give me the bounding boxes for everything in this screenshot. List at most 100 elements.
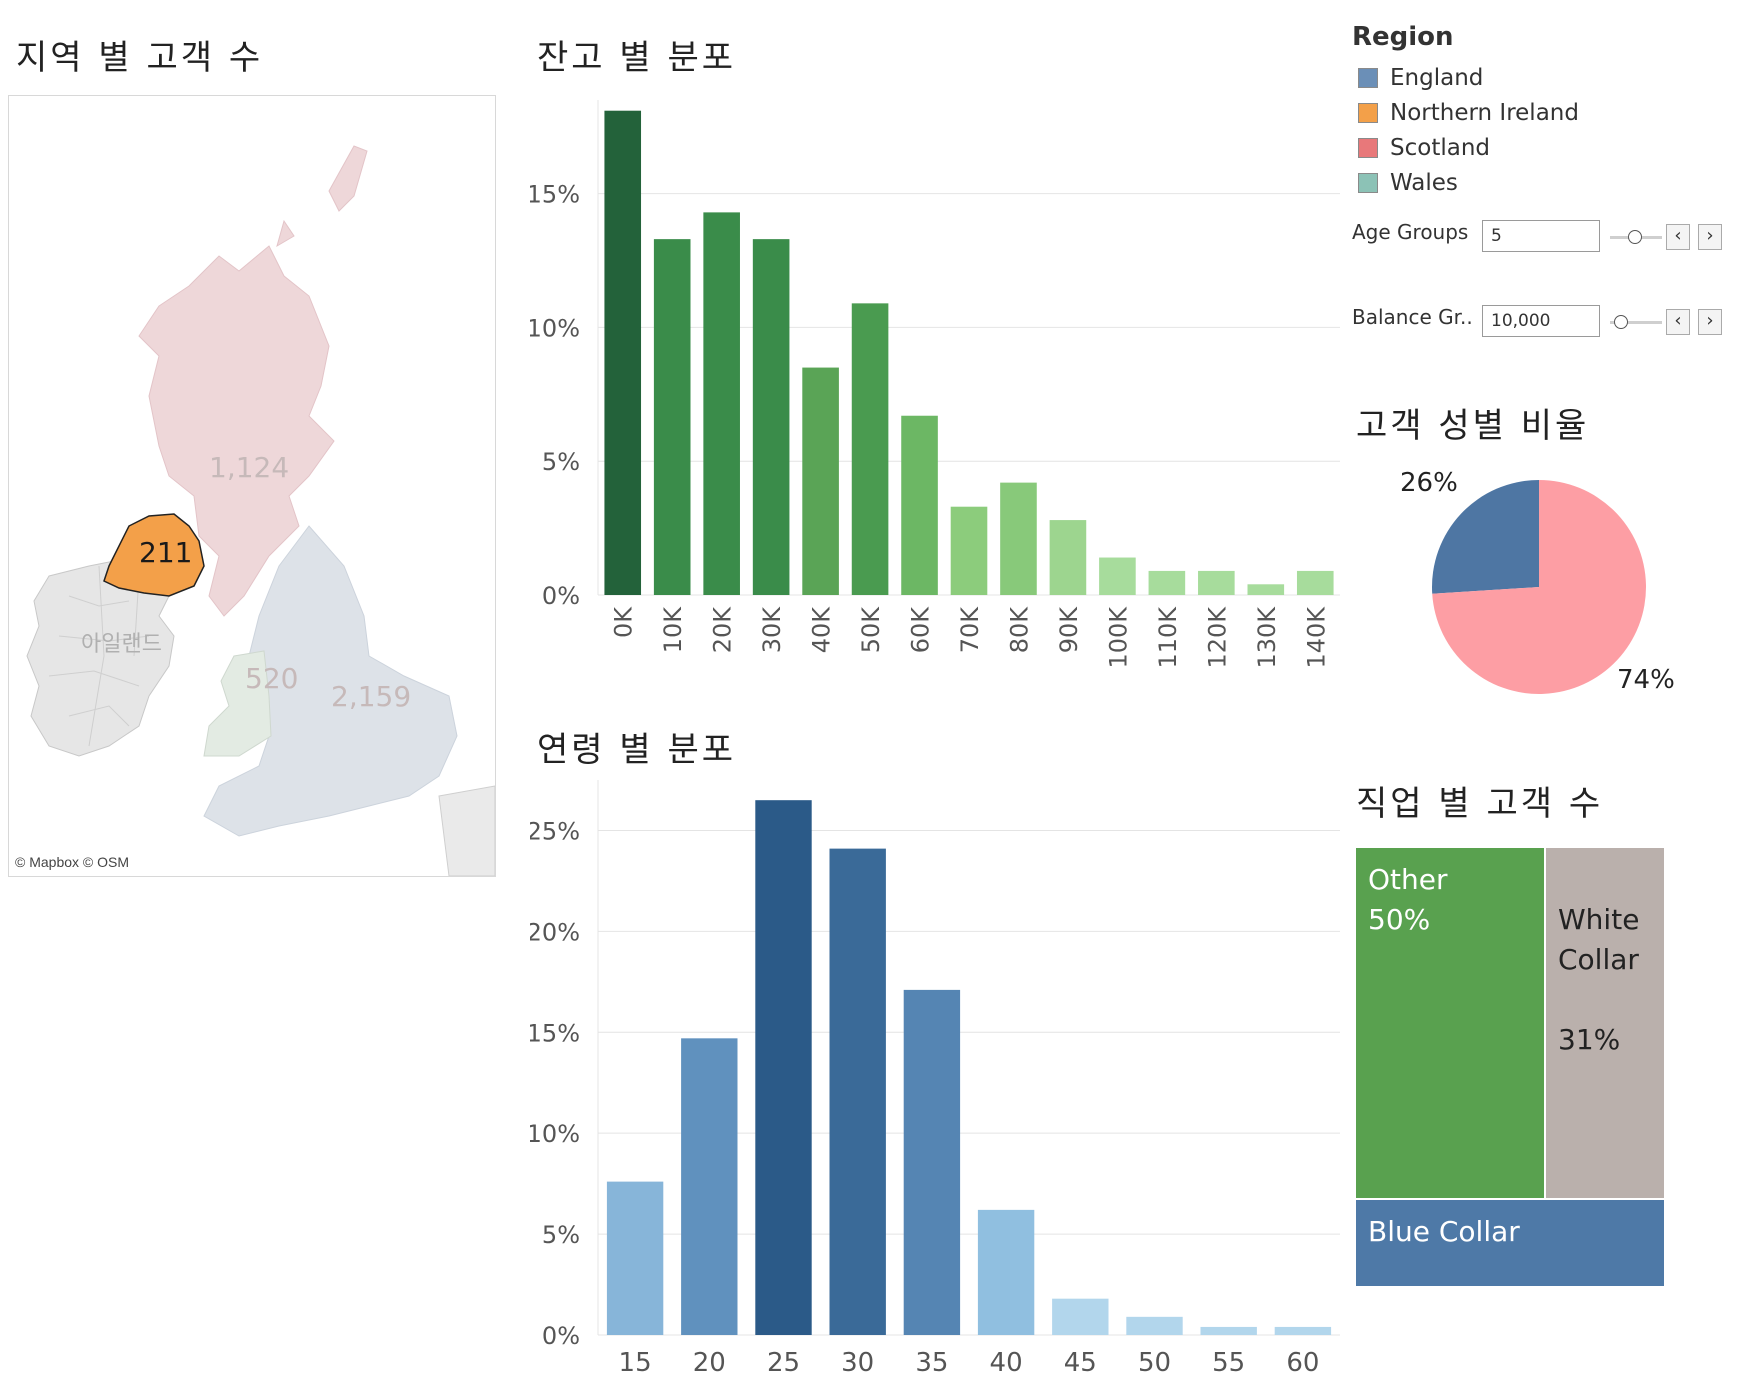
legend-item-scotland[interactable]: Scotland (1358, 133, 1490, 163)
pie-slice[interactable] (1432, 480, 1539, 594)
bar[interactable] (752, 239, 790, 595)
x-tick-label: 45 (1064, 1348, 1097, 1378)
x-tick-label: 70K (956, 606, 984, 654)
balance-groups-input[interactable] (1482, 305, 1600, 337)
bar[interactable] (802, 367, 839, 595)
age-groups-next-button[interactable]: › (1698, 224, 1722, 250)
ireland-label: 아일랜드 (81, 632, 162, 657)
england-count: 2,159 (331, 680, 412, 713)
bar[interactable] (1000, 482, 1037, 595)
treemap-cell-other[interactable]: Other 50% (1356, 848, 1546, 1200)
y-tick-label: 10% (530, 1120, 580, 1148)
bar[interactable] (606, 1181, 664, 1335)
pie-slice[interactable] (1432, 480, 1646, 694)
northern-ireland-count: 211 (139, 536, 193, 569)
treemap-label: Other (1368, 863, 1448, 896)
x-tick-label: 40K (808, 606, 836, 654)
x-tick-label: 15 (619, 1348, 652, 1378)
y-tick-label: 15% (530, 1019, 580, 1047)
pie-label: 26% (1400, 468, 1458, 498)
bar[interactable] (1274, 1326, 1332, 1335)
chevron-right-icon: › (1706, 225, 1714, 246)
map-title: 지역 별 고객 수 (16, 38, 264, 78)
legend-label: Scotland (1390, 135, 1490, 161)
slider-knob[interactable] (1628, 230, 1642, 244)
bar[interactable] (829, 848, 886, 1335)
treemap-cell-white-collar[interactable]: White Collar 31% (1546, 848, 1664, 1200)
legend-swatch-scotland (1358, 138, 1378, 158)
bar[interactable] (1148, 570, 1186, 595)
age-groups-slider[interactable] (1610, 227, 1662, 247)
bar[interactable] (1049, 520, 1087, 595)
bar[interactable] (604, 110, 642, 596)
x-tick-label: 50K (857, 606, 885, 654)
legend-label: England (1390, 65, 1484, 91)
balance-groups-next-button[interactable]: › (1698, 309, 1722, 335)
age-groups-input[interactable] (1482, 220, 1600, 252)
x-tick-label: 140K (1302, 606, 1330, 669)
x-tick-label: 60 (1286, 1348, 1319, 1378)
gender-pie-svg: 26% 74% (1400, 468, 1675, 695)
chevron-left-icon: ‹ (1674, 310, 1682, 331)
treemap-value: 31% (1558, 1023, 1621, 1056)
bar[interactable] (681, 1038, 738, 1335)
bar[interactable] (1099, 557, 1136, 595)
treemap-label: White Collar (1558, 903, 1640, 976)
region-map[interactable]: 1,124 211 아일랜드 520 2,159 © Mapbox © OSM (8, 95, 496, 877)
chevron-right-icon: › (1706, 310, 1714, 331)
x-tick-label: 20K (709, 606, 737, 654)
slider-track (1610, 321, 1662, 324)
legend-swatch-england (1358, 68, 1378, 88)
bar[interactable] (703, 212, 740, 595)
legend-item-england[interactable]: England (1358, 63, 1483, 93)
y-tick-label: 5% (542, 1221, 580, 1249)
bar[interactable] (950, 506, 988, 595)
y-tick-label: 10% (530, 314, 580, 342)
gender-pie-chart: 26% 74% (1380, 465, 1700, 715)
treemap-label: Blue Collar (1368, 1215, 1520, 1248)
legend-item-wales[interactable]: Wales (1358, 168, 1458, 198)
x-tick-label: 40 (990, 1348, 1023, 1378)
x-tick-label: 100K (1104, 606, 1132, 669)
bar[interactable] (851, 303, 889, 595)
y-axis-label: % of Customers (530, 237, 532, 458)
age-groups-label: Age Groups (1352, 220, 1469, 244)
chevron-left-icon: ‹ (1674, 225, 1682, 246)
bar[interactable] (1247, 584, 1285, 595)
x-tick-label: 20 (693, 1348, 726, 1378)
bar[interactable] (653, 239, 691, 595)
x-tick-label: 30 (841, 1348, 874, 1378)
legend-item-northern-ireland[interactable]: Northern Ireland (1358, 98, 1579, 128)
balance-groups-prev-button[interactable]: ‹ (1666, 309, 1690, 335)
treemap-cell-blue-collar[interactable]: Blue Collar (1356, 1200, 1664, 1286)
y-tick-label: 0% (542, 582, 580, 610)
balance-groups-slider[interactable] (1610, 312, 1662, 332)
region-legend-title: Region (1352, 22, 1454, 52)
y-tick-label: 20% (530, 918, 580, 946)
bar[interactable] (977, 1209, 1035, 1335)
wales-shape (203, 650, 272, 757)
bar[interactable] (1126, 1316, 1183, 1335)
wales-count: 520 (245, 662, 299, 695)
scotland-count: 1,124 (209, 451, 290, 484)
map-attribution: © Mapbox © OSM (15, 854, 129, 870)
balance-chart-title: 잔고 별 분포 (537, 38, 737, 78)
bar[interactable] (1198, 570, 1235, 595)
northern-ireland-shape (103, 513, 205, 597)
bar[interactable] (755, 800, 812, 1335)
x-tick-label: 25 (767, 1348, 800, 1378)
bar[interactable] (901, 415, 938, 595)
bar[interactable] (1052, 1298, 1109, 1335)
age-groups-prev-button[interactable]: ‹ (1666, 224, 1690, 250)
x-tick-label: 35 (915, 1348, 948, 1378)
age-chart-title: 연령 별 분포 (537, 730, 737, 770)
x-tick-label: 10K (659, 606, 687, 654)
treemap-value: 50% (1368, 903, 1431, 936)
balance-chart-svg: 0% 5% 10% 15% % of Customers 0K 10K 20K 30K 40K 50… (503, 100, 1340, 669)
x-tick-label: 50 (1138, 1348, 1171, 1378)
bar[interactable] (1200, 1326, 1257, 1335)
bar[interactable] (1296, 570, 1334, 595)
job-treemap: Other 50% White Collar 31% Blue Collar (1356, 848, 1664, 1286)
bar[interactable] (903, 989, 961, 1335)
slider-knob[interactable] (1614, 315, 1628, 329)
